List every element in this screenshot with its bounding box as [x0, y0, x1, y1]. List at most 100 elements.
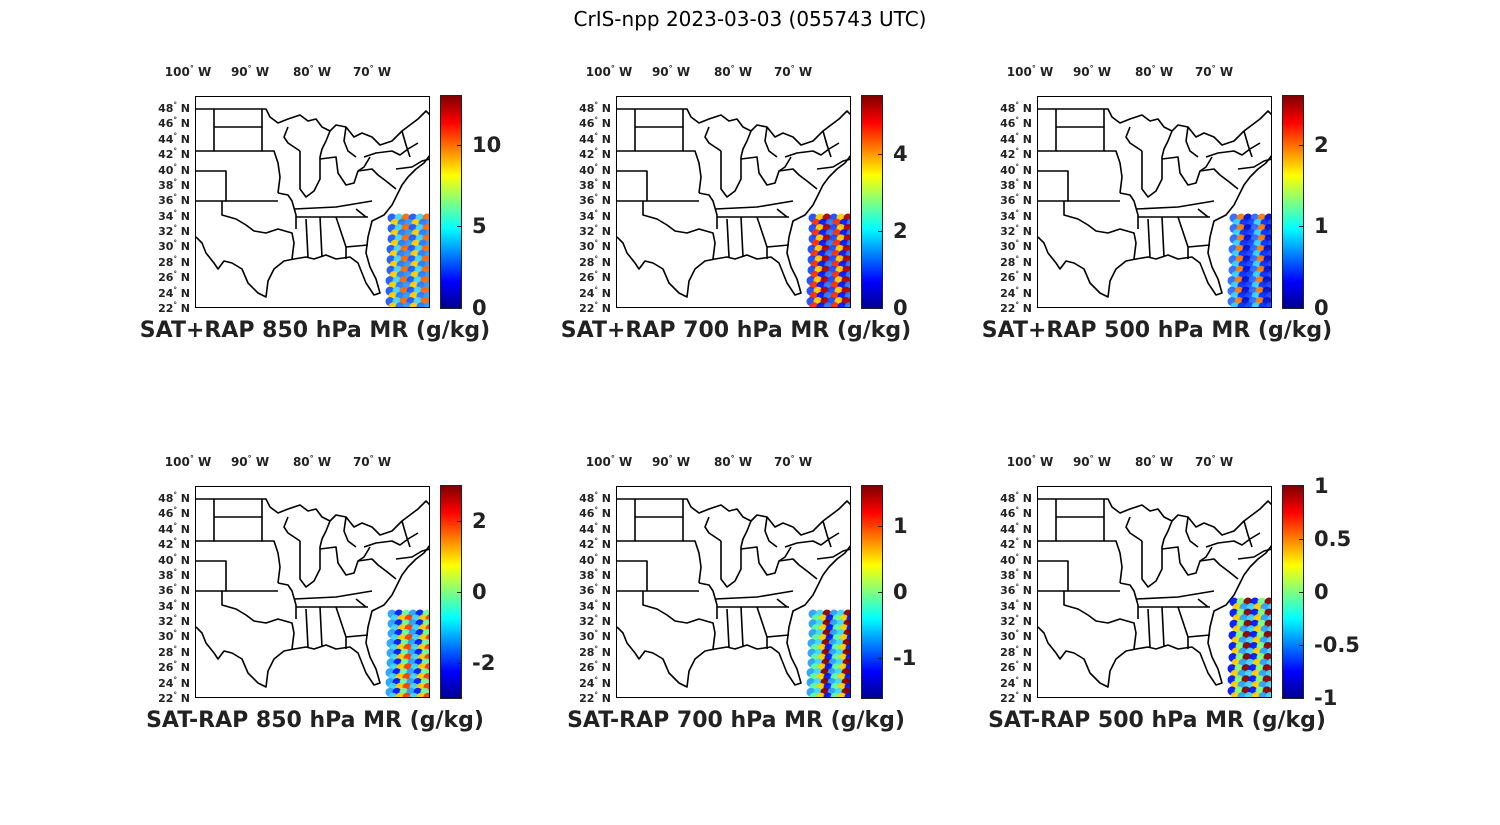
- longitude-label: 80° W: [713, 64, 753, 79]
- longitude-label: 100° W: [1006, 64, 1054, 79]
- swath-pixel: [1237, 691, 1247, 697]
- latitude-label: 28° N: [1000, 645, 1032, 659]
- longitude-label: 70° W: [773, 64, 813, 79]
- satellite-swath: [806, 609, 850, 697]
- map-panel-5: 100° W 90° W 80° W 70° W 48° N 46° N 44° N 42° …: [561, 454, 981, 786]
- colorbar-tick-mark: [457, 144, 462, 146]
- latitude-label: 38° N: [579, 568, 611, 582]
- latitude-label: 24° N: [579, 285, 611, 300]
- longitude-label: 70° W: [1194, 454, 1234, 469]
- latitude-label: 42° N: [1000, 537, 1032, 551]
- swath-pixel: [409, 692, 419, 697]
- latitude-label: 48° N: [579, 491, 611, 505]
- latitude-label: 38° N: [158, 568, 190, 582]
- latitude-label: 24° N: [1000, 675, 1032, 690]
- latitude-label: 26° N: [158, 270, 190, 285]
- latitude-label: 36° N: [1000, 583, 1032, 598]
- latitude-label: 22° N: [1000, 301, 1032, 315]
- colorbar: [861, 95, 883, 309]
- state-boundaries: [617, 498, 850, 697]
- swath-pixel: [1265, 302, 1271, 307]
- latitude-label: 28° N: [579, 645, 611, 659]
- swath-pixel: [423, 302, 429, 307]
- latitude-label: 44° N: [579, 521, 611, 536]
- colorbar-tick-label: 2: [472, 509, 487, 534]
- latitude-label: 38° N: [158, 178, 190, 192]
- latitude-label: 44° N: [158, 131, 190, 146]
- colorbar-tick-mark: [1299, 592, 1304, 593]
- latitude-label: 38° N: [1000, 178, 1032, 192]
- latitude-label: 28° N: [158, 645, 190, 659]
- satellite-swath: [1227, 597, 1271, 697]
- latitude-label: 28° N: [158, 255, 190, 269]
- latitude-label: 48° N: [1000, 491, 1032, 505]
- colorbar-tick-label: 0.5: [1314, 527, 1352, 551]
- swath-pixel: [844, 692, 850, 697]
- colorbar-tick-mark: [1299, 226, 1304, 228]
- panel-title: SAT-RAP 500 hPa MR (g/kg): [988, 708, 1326, 733]
- colorbar: [440, 95, 462, 309]
- colorbar-tick-mark: [457, 226, 462, 228]
- colorbar-tick-label: 0: [472, 296, 487, 320]
- latitude-label: 48° N: [579, 101, 611, 115]
- latitude-label: 24° N: [1000, 285, 1032, 300]
- colorbar-tick-mark: [878, 230, 883, 232]
- colorbar-tick-mark: [457, 308, 462, 309]
- swath-pixel: [816, 692, 826, 697]
- latitude-label: 22° N: [579, 301, 611, 315]
- latitude-label: 34° N: [579, 208, 611, 223]
- panel-title: SAT+RAP 700 hPa MR (g/kg): [560, 318, 912, 343]
- map-panel-4: 100° W 90° W 80° W 70° W 48° N 46° N 44° N 42° …: [140, 454, 560, 786]
- latitude-label: 28° N: [579, 255, 611, 269]
- latitude-label: 32° N: [1000, 224, 1032, 238]
- latitude-label: 44° N: [158, 521, 190, 536]
- latitude-label: 46° N: [579, 116, 611, 131]
- longitude-label: 80° W: [1134, 64, 1174, 79]
- colorbar-tick-mark: [878, 525, 883, 527]
- latitude-label: 34° N: [158, 598, 190, 613]
- longitude-label: 100° W: [1006, 454, 1054, 469]
- colorbar-tick-label: -1: [1314, 686, 1338, 710]
- latitude-label: 42° N: [579, 147, 611, 161]
- latitude-label: 36° N: [158, 583, 190, 598]
- latitude-label: 40° N: [158, 162, 190, 177]
- latitude-label: 22° N: [579, 691, 611, 705]
- colorbar-tick-mark: [878, 308, 883, 309]
- latitude-label: 42° N: [579, 537, 611, 551]
- colorbar-tick-label: 0: [1314, 296, 1329, 320]
- us-state-map: [616, 486, 851, 698]
- colorbar-tick-mark: [1299, 645, 1304, 646]
- colorbar-tick-label: 10: [472, 132, 502, 157]
- latitude-label: 32° N: [1000, 614, 1032, 628]
- latitude-label: 38° N: [579, 178, 611, 192]
- swath-pixel: [402, 692, 412, 697]
- latitude-label: 24° N: [158, 285, 190, 300]
- colorbar-tick-mark: [1299, 698, 1304, 699]
- latitude-label: 46° N: [1000, 116, 1032, 131]
- swath-pixel: [1244, 691, 1254, 697]
- colorbar-tick-label: 2: [893, 218, 908, 243]
- latitude-label: 24° N: [158, 675, 190, 690]
- latitude-label: 46° N: [158, 506, 190, 521]
- colorbar-tick-mark: [1299, 144, 1304, 146]
- latitude-label: 22° N: [158, 301, 190, 315]
- latitude-label: 42° N: [158, 537, 190, 551]
- longitude-label: 90° W: [651, 64, 691, 79]
- longitude-label: 70° W: [1194, 64, 1234, 79]
- swath-pixel: [388, 302, 398, 307]
- latitude-label: 26° N: [1000, 270, 1032, 285]
- latitude-label: 48° N: [158, 101, 190, 115]
- swath-pixel: [416, 302, 426, 307]
- latitude-label: 40° N: [158, 552, 190, 567]
- latitude-label: 42° N: [158, 147, 190, 161]
- swath-pixel: [830, 692, 840, 697]
- colorbar-tick-label: 4: [893, 141, 908, 166]
- swath-pixel: [1251, 302, 1261, 307]
- satellite-swath: [806, 213, 850, 307]
- state-boundaries: [1038, 498, 1271, 697]
- swath-pixel: [1258, 302, 1268, 307]
- latitude-label: 46° N: [1000, 506, 1032, 521]
- latitude-label: 34° N: [158, 208, 190, 223]
- swath-pixel: [809, 302, 819, 307]
- latitude-label: 44° N: [579, 131, 611, 146]
